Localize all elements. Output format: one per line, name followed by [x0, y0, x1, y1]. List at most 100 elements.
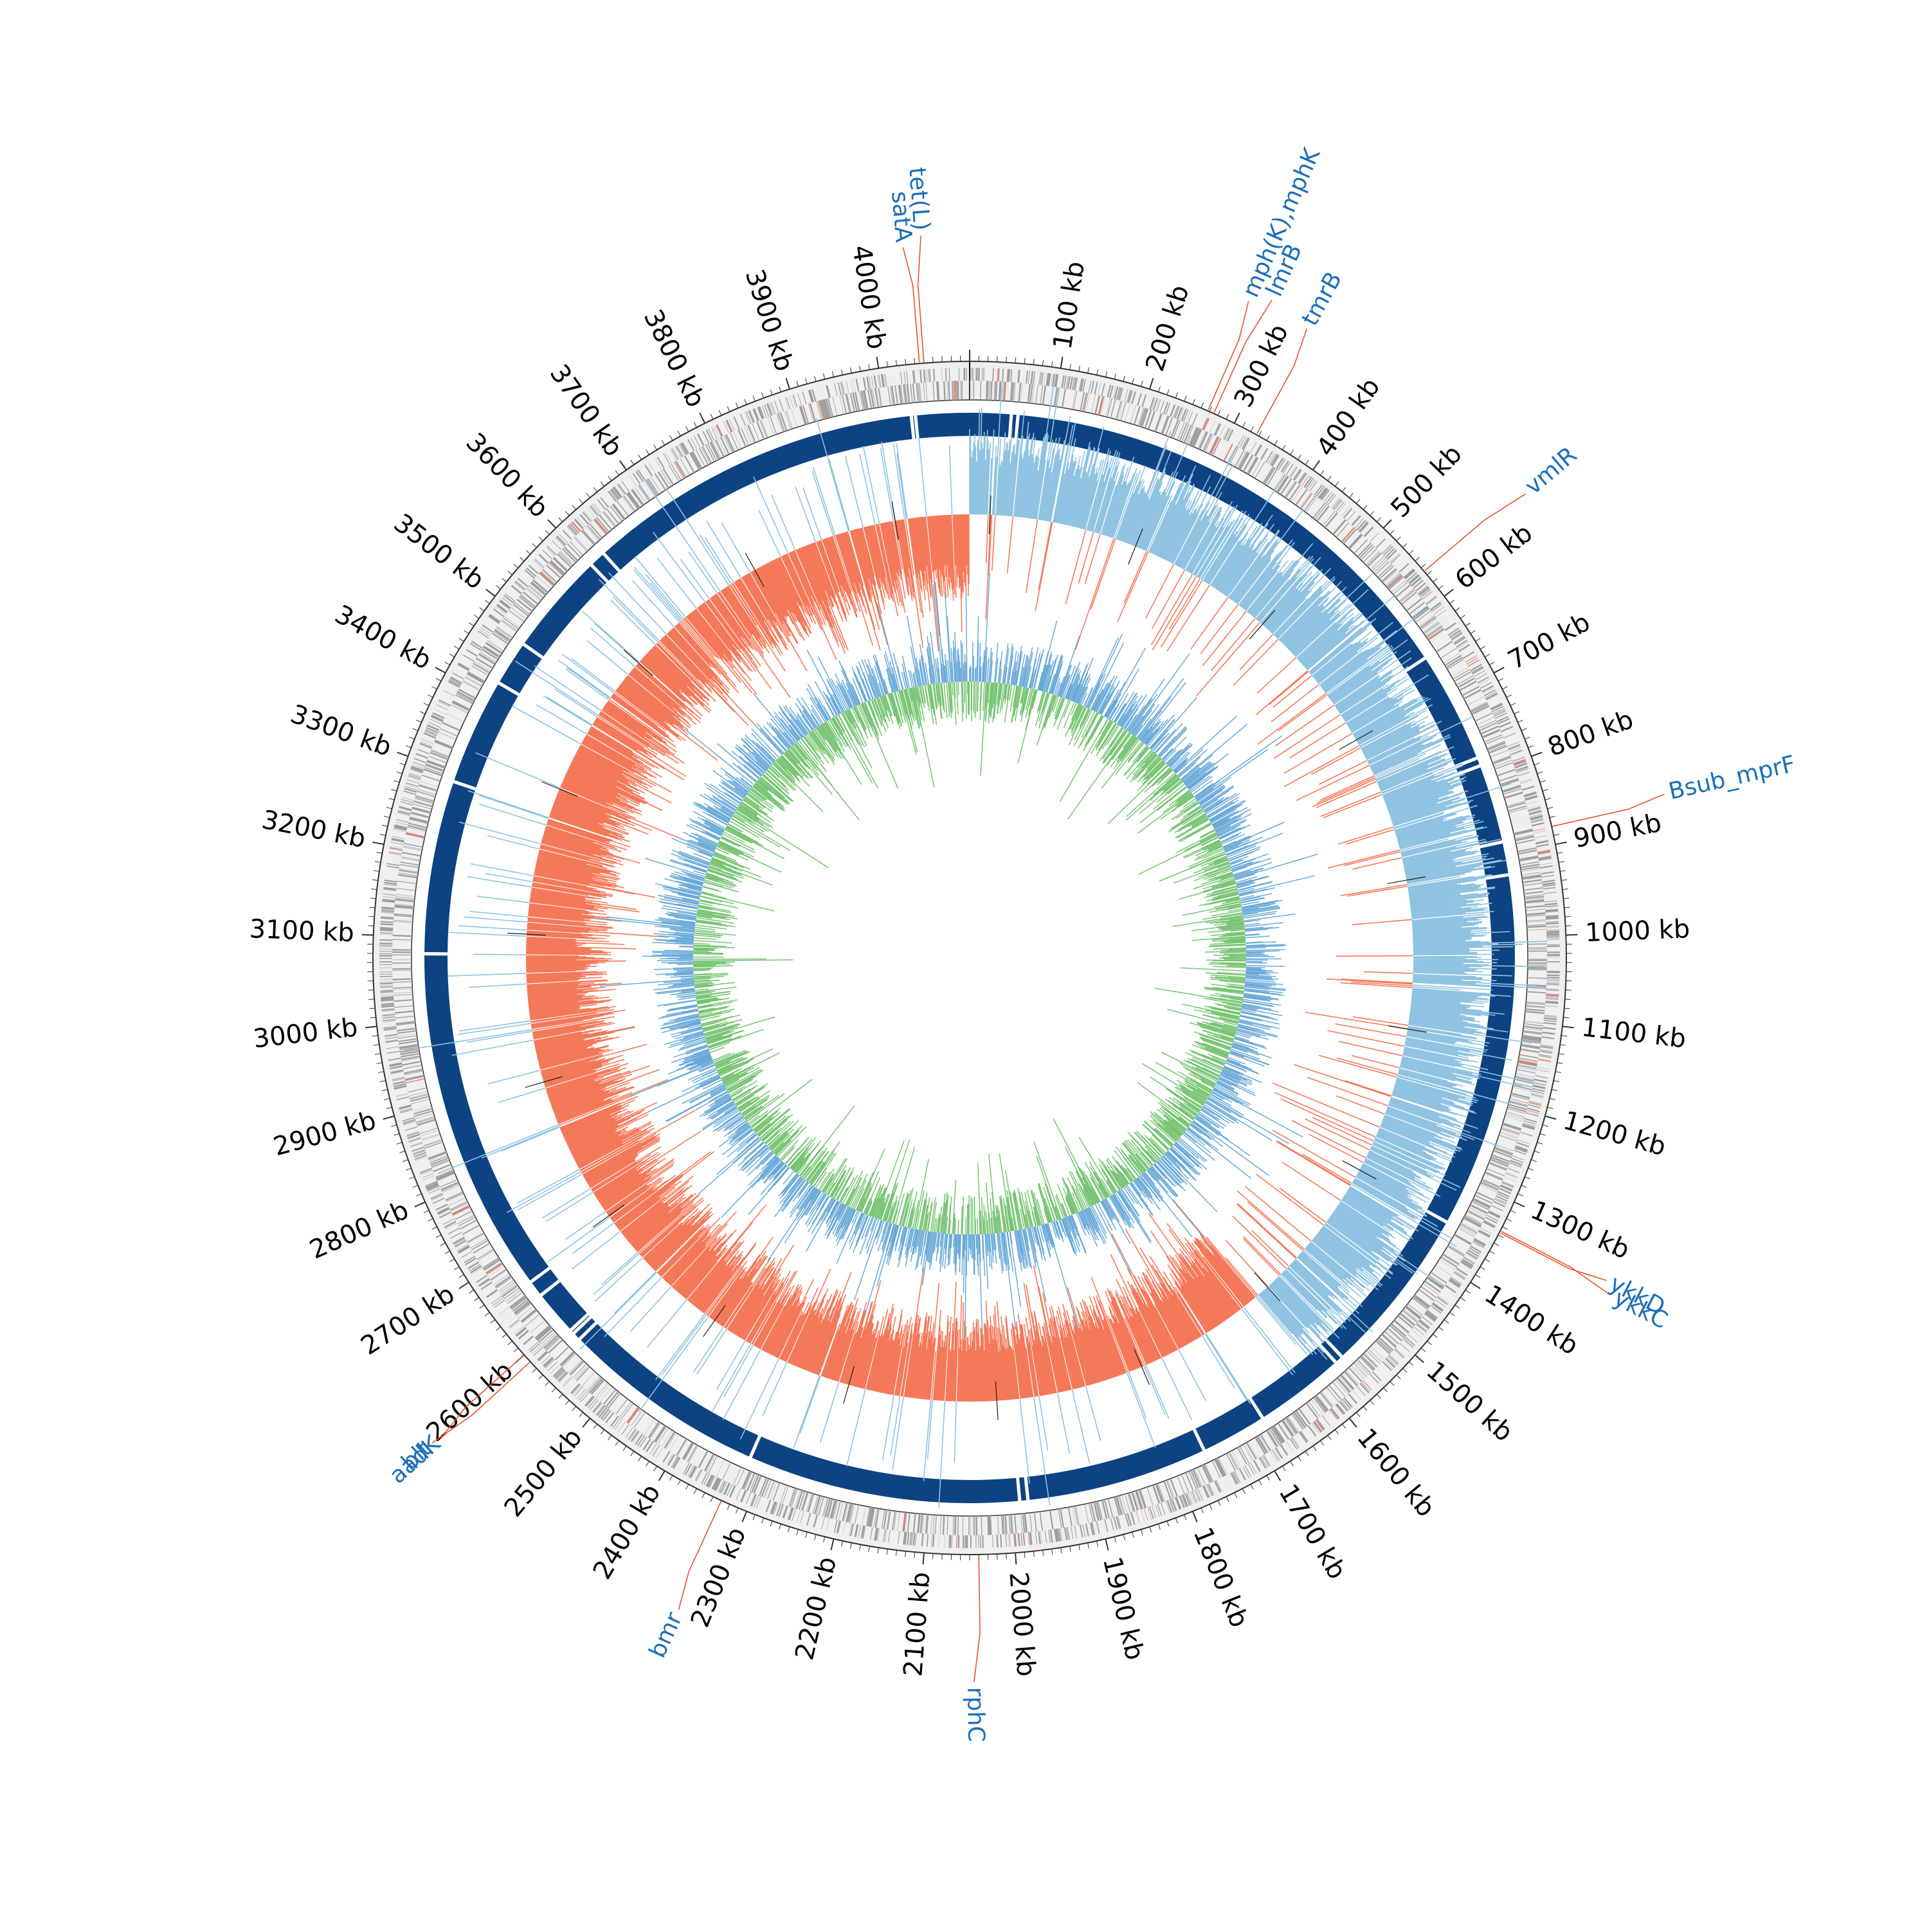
minor-tick — [436, 1235, 441, 1238]
minor-tick — [368, 916, 374, 917]
minor-tick — [409, 1177, 414, 1178]
minor-tick — [380, 835, 386, 836]
annotation-leader-line — [918, 236, 924, 362]
minor-tick — [1132, 378, 1134, 384]
major-tick — [831, 1539, 833, 1551]
minor-tick — [384, 817, 390, 818]
tick-label: 3400 kb — [330, 599, 436, 675]
minor-tick — [1534, 1151, 1540, 1153]
minor-tick — [391, 790, 397, 791]
minor-tick — [508, 571, 512, 575]
minor-tick — [860, 1544, 861, 1550]
minor-tick — [1079, 1544, 1080, 1550]
major-tick — [397, 752, 408, 756]
minor-tick — [1052, 1549, 1053, 1555]
minor-tick — [736, 1508, 738, 1513]
major-tick — [365, 1026, 377, 1027]
minor-tick — [1403, 543, 1408, 547]
minor-tick — [824, 1537, 825, 1542]
minor-tick — [1494, 1243, 1499, 1245]
minor-tick — [1476, 1274, 1481, 1277]
minor-tick — [615, 1441, 619, 1445]
minor-tick — [770, 390, 772, 395]
gene-annotation-label: rphC — [962, 1687, 989, 1742]
annotation-leader-line — [974, 1556, 980, 1682]
minor-tick — [1427, 1341, 1431, 1345]
major-tick — [548, 519, 556, 528]
minor-tick — [1403, 1368, 1408, 1372]
minor-tick — [1342, 487, 1346, 492]
minor-tick — [416, 720, 421, 723]
tick-label: 3900 kb — [739, 266, 799, 375]
minor-tick — [1105, 372, 1107, 377]
major-tick — [877, 357, 879, 368]
tick-label: 700 kb — [1503, 608, 1595, 676]
minor-tick — [1209, 1504, 1212, 1510]
tick-label: 2800 kb — [305, 1195, 413, 1265]
minor-tick — [753, 1515, 755, 1520]
major-tick — [1555, 842, 1567, 844]
minor-tick — [608, 1435, 611, 1440]
minor-tick — [686, 426, 689, 431]
minor-tick — [762, 1518, 764, 1523]
minor-tick — [449, 1259, 455, 1262]
minor-tick — [1305, 460, 1309, 464]
minor-tick — [394, 1133, 400, 1135]
minor-tick — [1320, 471, 1323, 475]
minor-tick — [1218, 410, 1220, 415]
minor-tick — [914, 358, 915, 364]
minor-tick — [464, 631, 469, 634]
minor-tick — [1415, 557, 1420, 561]
minor-tick — [711, 414, 713, 419]
minor-tick — [370, 1017, 376, 1018]
minor-tick — [686, 1485, 689, 1490]
minor-tick — [1298, 455, 1301, 460]
minor-tick — [1476, 638, 1481, 642]
minor-tick — [601, 482, 604, 486]
minor-tick — [631, 1451, 634, 1456]
minor-tick — [532, 543, 537, 547]
minor-tick — [1356, 1413, 1360, 1417]
minor-tick — [1218, 1501, 1220, 1506]
minor-tick — [1015, 357, 1016, 363]
minor-tick — [1070, 1546, 1071, 1552]
minor-tick — [1282, 1466, 1285, 1471]
minor-tick — [905, 359, 906, 365]
gene-annotation-label: tmrB — [1297, 267, 1348, 330]
gene-annotation-label: tet(L) — [903, 167, 934, 231]
minor-tick — [1537, 1142, 1543, 1144]
major-tick — [1514, 1202, 1525, 1207]
minor-tick — [1070, 364, 1071, 370]
minor-tick — [1175, 393, 1177, 398]
minor-tick — [496, 586, 501, 590]
minor-tick — [1564, 1008, 1570, 1009]
minor-tick — [1550, 1098, 1555, 1099]
minor-tick — [615, 471, 619, 475]
minor-tick — [1543, 790, 1548, 791]
minor-tick — [1485, 654, 1490, 657]
contig-block — [970, 413, 1010, 437]
minor-tick — [459, 1274, 464, 1277]
minor-tick — [727, 406, 730, 411]
minor-tick — [424, 1211, 429, 1213]
minor-tick — [1052, 361, 1053, 367]
contig-block — [917, 413, 970, 438]
minor-tick — [1226, 1497, 1229, 1502]
minor-tick — [1363, 505, 1367, 510]
minor-tick — [496, 1327, 501, 1331]
minor-tick — [369, 907, 375, 908]
minor-tick — [1384, 1388, 1388, 1392]
minor-tick — [572, 1407, 576, 1411]
tick-label: 2900 kb — [270, 1106, 379, 1162]
minor-tick — [1563, 1017, 1569, 1018]
minor-tick — [449, 654, 455, 657]
minor-tick — [399, 1151, 405, 1153]
minor-tick — [1132, 1532, 1134, 1538]
minor-tick — [545, 1382, 549, 1386]
tick-label: 3600 kb — [460, 428, 554, 523]
minor-tick — [399, 763, 405, 765]
minor-tick — [579, 499, 583, 503]
minor-tick — [1460, 1297, 1465, 1301]
